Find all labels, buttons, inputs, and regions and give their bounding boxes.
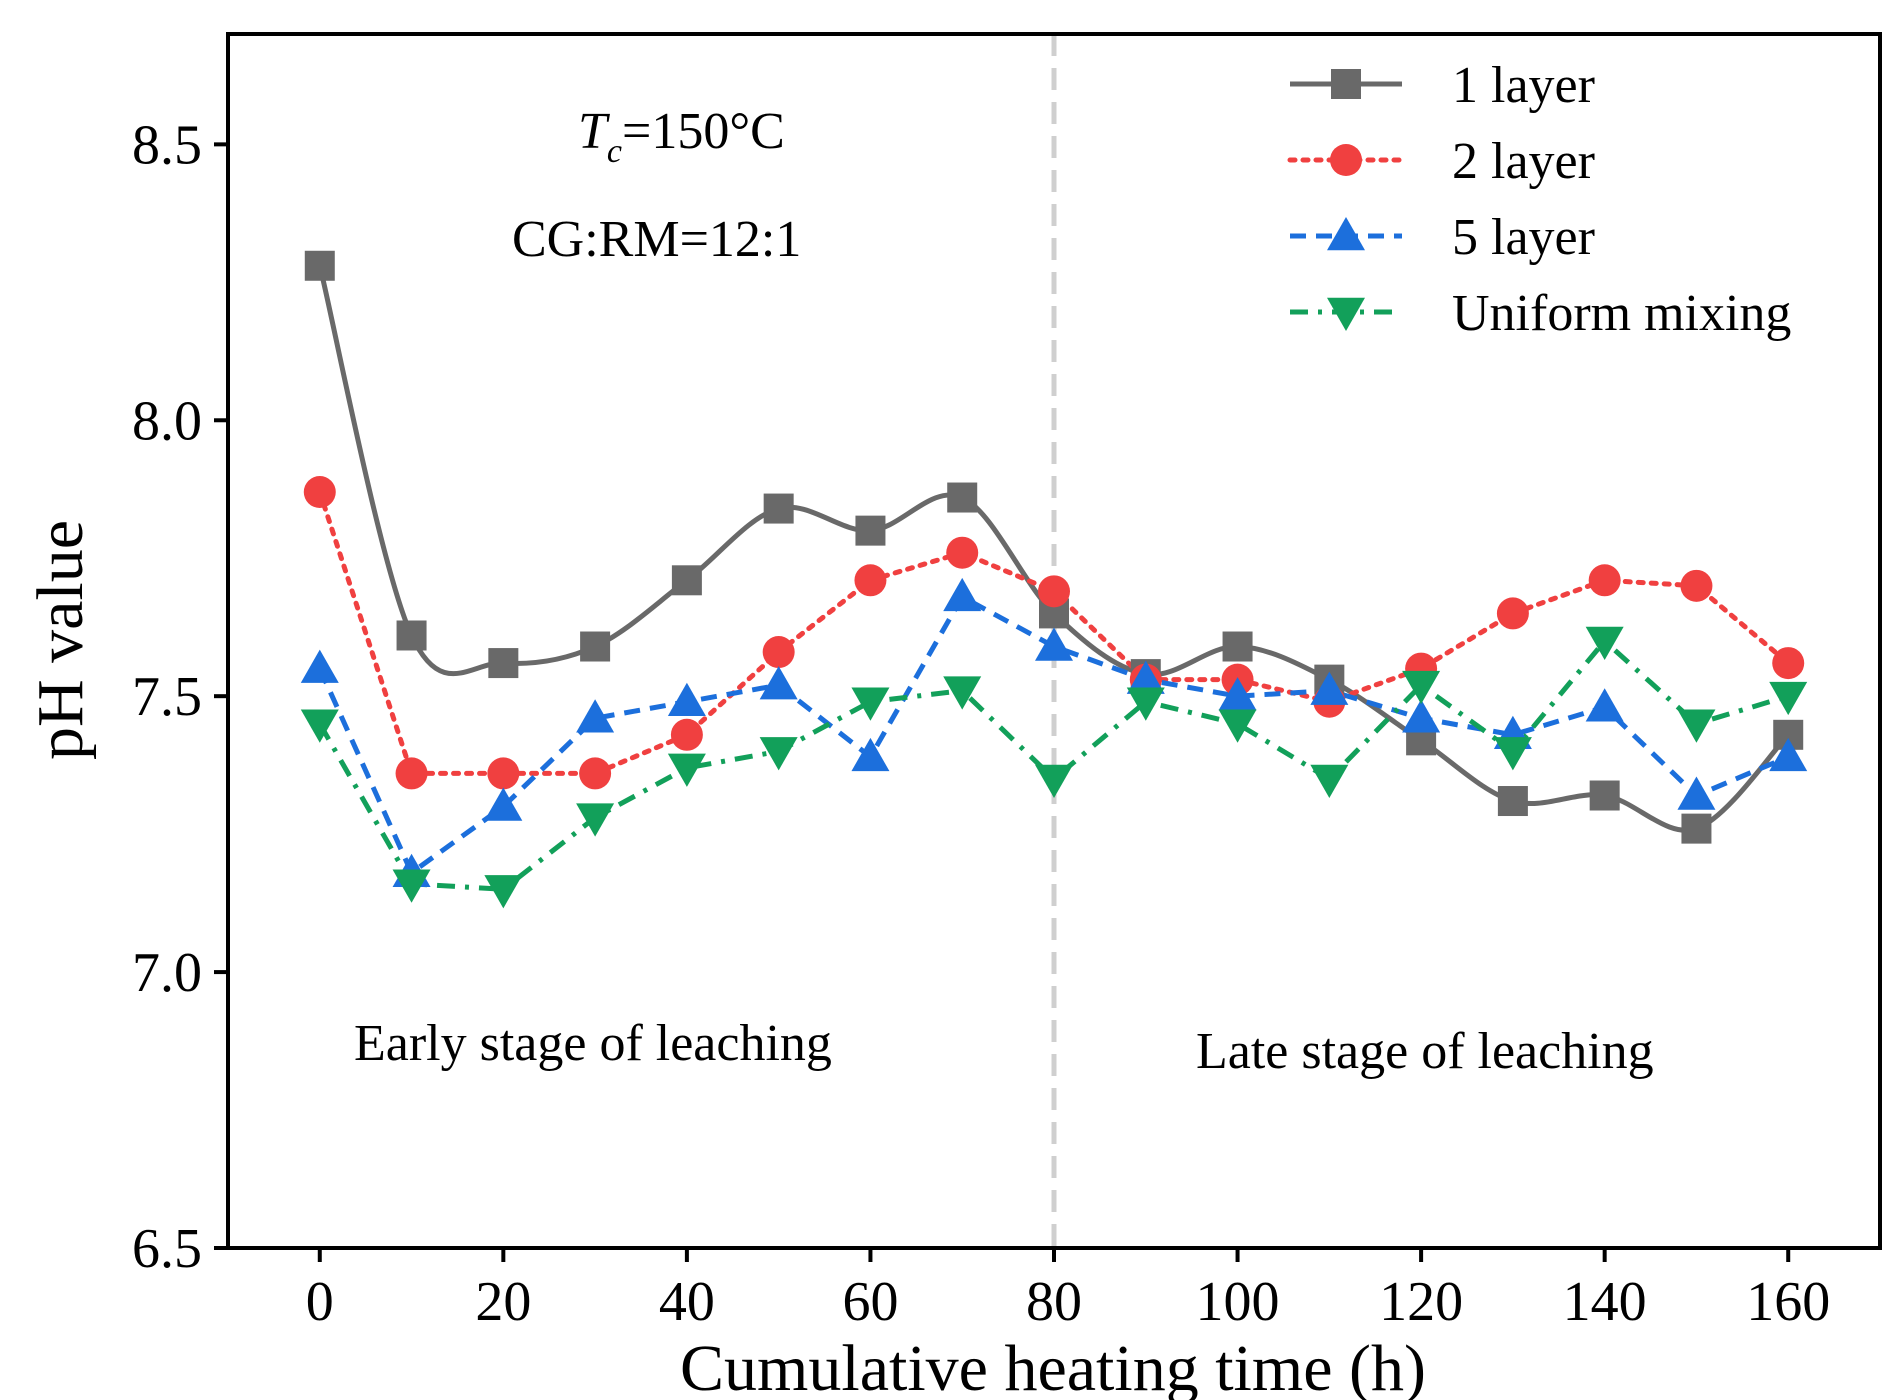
legend-label-uniform-mixing: Uniform mixing bbox=[1452, 285, 1791, 342]
point-1-layer-30 bbox=[580, 631, 611, 662]
point-uniform-mixing-140 bbox=[1585, 626, 1624, 660]
x-tick-label-0: 0 bbox=[306, 1271, 334, 1333]
tc-annotation: Tc=150°C bbox=[578, 103, 785, 170]
point-1-layer-20 bbox=[488, 648, 519, 679]
point-1-layer-40 bbox=[671, 565, 702, 596]
x-tick-label-20: 20 bbox=[475, 1271, 531, 1333]
point-2-layer-20 bbox=[487, 757, 520, 790]
point-2-layer-0 bbox=[303, 476, 336, 509]
x-tick-label-140: 140 bbox=[1563, 1271, 1647, 1333]
tc-symbol: T bbox=[578, 103, 610, 160]
point-uniform-mixing-100 bbox=[1218, 709, 1257, 743]
x-tick-label-60: 60 bbox=[842, 1271, 898, 1333]
y-tick-label-8.0: 8.0 bbox=[132, 390, 202, 452]
point-2-layer-160 bbox=[1772, 647, 1805, 680]
tc-value: =150°C bbox=[622, 103, 785, 160]
point-uniform-mixing-150 bbox=[1677, 709, 1716, 743]
x-tick-label-100: 100 bbox=[1196, 1271, 1280, 1333]
point-uniform-mixing-80 bbox=[1035, 764, 1073, 798]
point-uniform-mixing-70 bbox=[943, 676, 982, 710]
point-2-layer-50 bbox=[762, 636, 795, 669]
legend-marker-5-layer bbox=[1327, 217, 1365, 251]
point-5-layer-20 bbox=[484, 787, 523, 821]
point-uniform-mixing-20 bbox=[484, 875, 523, 909]
point-1-layer-60 bbox=[855, 515, 886, 546]
series-layer bbox=[300, 250, 1808, 909]
point-1-layer-140 bbox=[1589, 780, 1620, 811]
legend-marker-uniform-mixing bbox=[1327, 297, 1365, 331]
x-tick-label-80: 80 bbox=[1026, 1271, 1082, 1333]
x-tick-label-160: 160 bbox=[1746, 1271, 1830, 1333]
point-2-layer-130 bbox=[1496, 597, 1529, 630]
ratio-annotation: CG:RM=12:1 bbox=[512, 211, 801, 268]
legend-label-2-layer: 2 layer bbox=[1452, 133, 1595, 190]
y-axis-title: pH value bbox=[24, 520, 97, 760]
point-5-layer-50 bbox=[759, 666, 798, 700]
point-2-layer-80 bbox=[1038, 575, 1070, 608]
point-5-layer-70 bbox=[943, 577, 982, 612]
point-2-layer-150 bbox=[1680, 569, 1713, 602]
point-uniform-mixing-50 bbox=[759, 737, 798, 771]
point-5-layer-120 bbox=[1402, 699, 1441, 733]
point-5-layer-150 bbox=[1677, 776, 1716, 810]
y-tick-label-7.0: 7.0 bbox=[132, 942, 202, 1004]
early-stage-label: Early stage of leaching bbox=[354, 1015, 832, 1072]
point-2-layer-10 bbox=[395, 757, 428, 790]
legend-marker-2-layer bbox=[1330, 144, 1362, 176]
point-uniform-mixing-90 bbox=[1126, 687, 1165, 721]
point-1-layer-70 bbox=[947, 482, 978, 513]
point-1-layer-150 bbox=[1681, 813, 1712, 844]
point-5-layer-110 bbox=[1310, 671, 1349, 705]
legend: 1 layer 2 layer 5 layer Uniform mixing bbox=[1287, 57, 1791, 342]
x-tick-label-40: 40 bbox=[659, 1271, 715, 1333]
point-1-layer-0 bbox=[304, 250, 335, 281]
late-stage-label: Late stage of leaching bbox=[1196, 1023, 1654, 1080]
point-1-layer-130 bbox=[1497, 786, 1528, 817]
point-uniform-mixing-40 bbox=[667, 753, 706, 787]
point-5-layer-80 bbox=[1035, 627, 1073, 661]
point-5-layer-40 bbox=[667, 682, 706, 716]
point-5-layer-90 bbox=[1126, 660, 1165, 694]
y-tick-label-6.5: 6.5 bbox=[132, 1218, 202, 1280]
point-uniform-mixing-60 bbox=[851, 687, 890, 721]
tc-subscript: c bbox=[607, 133, 622, 170]
point-5-layer-0 bbox=[300, 649, 339, 683]
point-uniform-mixing-110 bbox=[1310, 764, 1349, 798]
point-uniform-mixing-160 bbox=[1769, 681, 1808, 716]
point-5-layer-30 bbox=[576, 699, 615, 733]
y-tick-label-8.5: 8.5 bbox=[132, 114, 202, 176]
point-2-layer-70 bbox=[946, 536, 979, 569]
legend-label-1-layer: 1 layer bbox=[1452, 57, 1595, 114]
point-1-layer-50 bbox=[763, 493, 794, 524]
point-uniform-mixing-120 bbox=[1402, 670, 1441, 705]
legend-label-5-layer: 5 layer bbox=[1452, 209, 1595, 266]
point-5-layer-160 bbox=[1769, 737, 1808, 772]
point-5-layer-60 bbox=[851, 737, 890, 772]
x-axis-title: Cumulative heating time (h) bbox=[680, 1332, 1426, 1400]
point-2-layer-30 bbox=[579, 757, 612, 790]
point-uniform-mixing-0 bbox=[300, 709, 339, 743]
point-uniform-mixing-30 bbox=[576, 803, 615, 837]
point-1-layer-10 bbox=[396, 620, 427, 651]
point-uniform-mixing-10 bbox=[392, 869, 431, 903]
series-line-uniform-mixing bbox=[317, 637, 1789, 892]
point-1-layer-100 bbox=[1222, 631, 1253, 662]
point-uniform-mixing-130 bbox=[1493, 737, 1532, 771]
legend-marker-1-layer bbox=[1331, 69, 1361, 99]
point-5-layer-140 bbox=[1585, 688, 1624, 722]
point-2-layer-60 bbox=[854, 564, 887, 597]
point-2-layer-140 bbox=[1588, 564, 1621, 597]
series-line-5-layer bbox=[317, 593, 1790, 877]
point-2-layer-40 bbox=[670, 718, 703, 751]
point-5-layer-100 bbox=[1218, 677, 1257, 711]
y-tick-label-7.5: 7.5 bbox=[132, 666, 202, 728]
x-tick-label-120: 120 bbox=[1379, 1271, 1463, 1333]
axis-layer: 0 20 40 60 80 100 120 140 160 6.5 7.0 7.5 8.0 8.5 bbox=[132, 32, 1882, 1333]
